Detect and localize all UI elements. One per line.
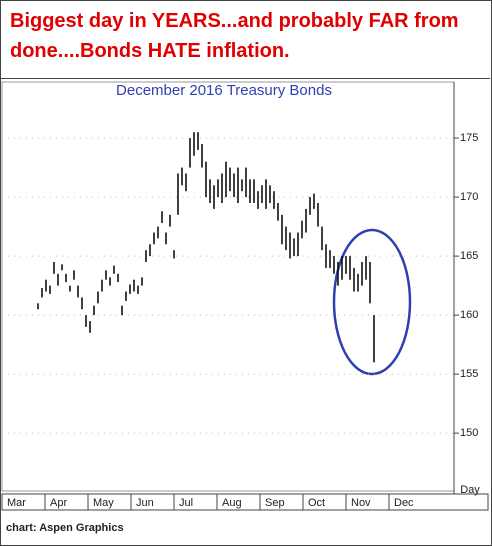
month-strip (1, 493, 489, 511)
x-tick-label: Apr (50, 497, 67, 509)
y-tick-label: 170 (460, 191, 478, 203)
highlight-circle (332, 228, 412, 376)
y-tick-label: 150 (460, 427, 478, 439)
chart-subtitle: December 2016 Treasury Bonds (116, 82, 332, 99)
x-tick-label: Jun (136, 497, 154, 509)
x-tick-label: Jul (179, 497, 193, 509)
chart-title: Biggest day in YEARS...and probably FAR … (10, 10, 459, 62)
x-tick-label: Dec (394, 497, 414, 509)
x-tick-label: Sep (265, 497, 285, 509)
y-tick-label: 165 (460, 250, 478, 262)
x-tick-label: May (93, 497, 114, 509)
y-tick-label: 175 (460, 132, 478, 144)
x-tick-label: Nov (351, 497, 371, 509)
x-axis-label: Day (460, 484, 480, 496)
y-tick-label: 160 (460, 309, 478, 321)
footer: chart: Aspen Graphics (6, 522, 124, 534)
x-tick-label: Mar (7, 497, 26, 509)
x-tick-label: Oct (308, 497, 325, 509)
x-tick-label: Aug (222, 497, 242, 509)
y-tick-label: 155 (460, 368, 478, 380)
separator (0, 78, 490, 79)
